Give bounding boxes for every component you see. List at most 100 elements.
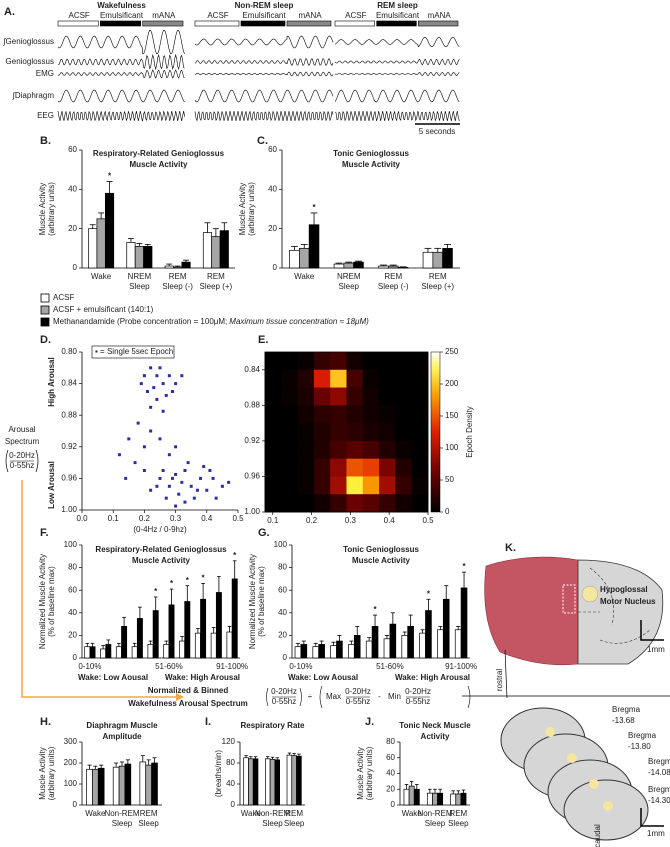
- y-axis-label: Normalized Muscle Activity: [248, 554, 257, 649]
- x-tick-label: 0-10%: [78, 662, 101, 671]
- arousal-title: Arousal: [8, 425, 35, 434]
- trace-label: EMG: [36, 69, 54, 78]
- bar: [92, 768, 99, 806]
- x-tick-label: Wake: [241, 809, 262, 818]
- heatmap-cell: [411, 476, 429, 495]
- x-tick-label: 51-60%: [155, 662, 183, 671]
- trace: [57, 29, 185, 55]
- y-tick-label: 0.84: [61, 379, 77, 388]
- significance-marker: *: [462, 562, 466, 571]
- y-tick-label: 20: [68, 631, 77, 640]
- heatmap-cell: [313, 494, 331, 513]
- bracket: [319, 685, 471, 709]
- scatter-point: [180, 374, 184, 378]
- significance-marker: *: [202, 574, 206, 583]
- condition-bar: [57, 20, 99, 27]
- y-tick-label: 0: [391, 800, 396, 809]
- trace: [194, 89, 334, 103]
- heatmap-cell: [281, 494, 298, 513]
- legend-box: [91, 345, 175, 359]
- panel-label: F.: [40, 527, 49, 539]
- bar: [403, 788, 410, 806]
- heatmap-cell: [330, 369, 347, 388]
- chart-title: Respiratory Rate: [240, 721, 305, 730]
- arrow: [21, 480, 176, 698]
- heatmap-cell: [395, 387, 412, 406]
- heatmap-cell: [362, 494, 380, 513]
- bar: [365, 640, 373, 659]
- x-tick-label: NREM: [128, 272, 152, 281]
- formula-operator: ÷: [308, 692, 313, 701]
- brain-drawing: [462, 556, 670, 841]
- y-tick-label: 40: [268, 184, 277, 193]
- heatmap-cell: [411, 423, 429, 442]
- scale-bar: [640, 620, 664, 641]
- scatter-point: [158, 476, 162, 480]
- y-tick-label: 40: [386, 769, 395, 778]
- heatmap-cell: [395, 440, 412, 459]
- heatmap-cell: [330, 458, 347, 477]
- bar: [243, 757, 249, 806]
- state-title: REM sleep: [377, 1, 418, 10]
- heatmap-cell: [379, 494, 396, 513]
- heatmap-cell: [281, 352, 298, 371]
- bar: [88, 228, 98, 269]
- heatmap-cell: [362, 369, 380, 388]
- panel-label: A.: [4, 6, 15, 18]
- bar: [215, 592, 222, 659]
- nucleus-label: Hypoglossal: [600, 585, 648, 594]
- scatter-point: [146, 390, 150, 393]
- heatmap-cell: [313, 476, 331, 495]
- scatter-point: [211, 476, 215, 480]
- bar: [353, 261, 364, 269]
- heatmap-cell: [411, 405, 429, 424]
- bar: [194, 632, 201, 659]
- trace: [57, 53, 185, 71]
- heatmap-cell: [265, 476, 282, 495]
- scatter-point: [189, 484, 193, 488]
- bracket: [266, 687, 302, 707]
- scale-label: 5 seconds: [419, 127, 455, 136]
- ratio-numerator: 0-20Hz: [9, 451, 35, 460]
- trace: [334, 89, 460, 103]
- bar: [343, 262, 354, 269]
- condition-bar: [100, 20, 141, 27]
- bregma-label: -14.08: [648, 768, 670, 777]
- significance-marker: *: [427, 589, 431, 598]
- heatmap-cell: [265, 352, 282, 371]
- heatmap-cell: [297, 369, 315, 388]
- heatmap-cell: [313, 387, 331, 406]
- y-axis-label: (arbitrary units): [47, 182, 56, 236]
- scatter-point: [183, 500, 187, 504]
- heatmap-cell: [313, 352, 331, 371]
- bar: [437, 629, 444, 659]
- y-tick-label: 300: [64, 737, 78, 746]
- scatter-point: [117, 453, 121, 457]
- heatmap-cell: [362, 476, 380, 495]
- y-tick-label: 60: [386, 753, 395, 762]
- ratio-denominator: 0-55hz: [10, 461, 34, 470]
- scatter-point: [158, 437, 162, 441]
- condition-label: mANA: [428, 11, 452, 20]
- scatter-point: [142, 469, 146, 472]
- bar: [168, 604, 175, 659]
- bar: [353, 635, 361, 659]
- scatter-point: [164, 496, 168, 500]
- scatter-point: [155, 374, 159, 378]
- heatmap-cell: [313, 440, 331, 459]
- chart-title: Tonic Neck Muscle: [399, 721, 471, 730]
- arrow-head: [176, 693, 184, 701]
- y-tick-label: 40: [226, 779, 235, 788]
- x-tick-label: Sleep: [284, 819, 305, 828]
- tissue-section: [484, 556, 579, 666]
- colorbar: [430, 351, 441, 513]
- y-tick-label: 0.96: [244, 472, 260, 481]
- y-tick-label: 20: [268, 224, 277, 233]
- nucleus-label: Motor Nucleus: [600, 597, 656, 606]
- significance-marker: *: [154, 587, 158, 596]
- panel-label: J.: [365, 716, 374, 728]
- scatter-point: [164, 393, 168, 397]
- trace: [194, 110, 334, 122]
- colorbar-tick-label: 200: [445, 379, 459, 388]
- scatter-point: [192, 496, 196, 500]
